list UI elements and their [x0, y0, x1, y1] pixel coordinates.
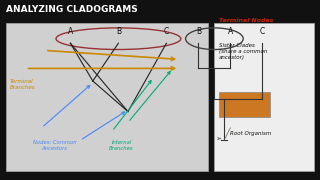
Text: Terminal
Branches: Terminal Branches: [10, 79, 35, 90]
Text: Nodes: Common
Ancestors: Nodes: Common Ancestors: [33, 140, 76, 151]
Text: ANALYZING CLADOGRAMS: ANALYZING CLADOGRAMS: [6, 5, 138, 14]
Bar: [6, 23, 208, 171]
Text: Sister Clades
(share a common
ancestor): Sister Clades (share a common ancestor): [219, 43, 268, 60]
Text: Internal
Branches: Internal Branches: [109, 140, 134, 151]
Text: A: A: [68, 27, 73, 36]
Text: B: B: [116, 27, 121, 36]
Text: B: B: [196, 27, 201, 36]
Text: A: A: [228, 27, 233, 36]
Text: C: C: [260, 27, 265, 36]
Text: Root Organism: Root Organism: [230, 131, 272, 136]
Text: C: C: [164, 27, 169, 36]
Bar: [214, 23, 314, 171]
Bar: [219, 92, 270, 117]
Text: Terminal Nodes: Terminal Nodes: [219, 18, 274, 23]
